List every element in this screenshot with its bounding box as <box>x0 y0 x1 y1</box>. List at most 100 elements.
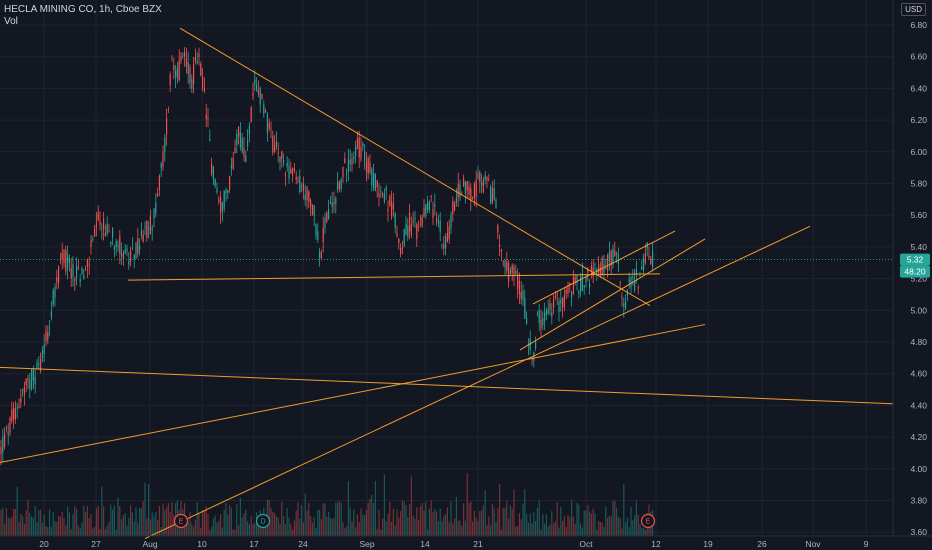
trendline[interactable] <box>532 230 676 305</box>
volume-indicator-label[interactable]: Vol <box>4 16 18 27</box>
volume-bar <box>5 508 7 536</box>
candle-body <box>137 238 139 254</box>
candle-body <box>79 279 81 282</box>
candle-body <box>486 176 488 181</box>
candles <box>0 47 654 466</box>
candle-body <box>292 167 294 176</box>
price-tick-label: 6.60 <box>910 52 927 62</box>
volume-bar <box>272 511 274 536</box>
volume-bar <box>394 525 396 536</box>
candle-body <box>7 433 9 436</box>
candle-body <box>369 162 371 173</box>
trendline[interactable] <box>144 225 811 539</box>
candle-body <box>333 202 335 204</box>
volume-bar <box>520 519 522 536</box>
candle-body <box>283 160 285 163</box>
trendline[interactable] <box>179 27 599 276</box>
earnings-marker-icon[interactable] <box>640 513 656 529</box>
dividend-marker-icon[interactable] <box>255 513 271 529</box>
volume-bar <box>142 501 144 536</box>
volume-value-tag <box>900 265 930 278</box>
candle-body <box>151 228 153 230</box>
volume-bar <box>70 529 72 536</box>
candle-body <box>349 160 351 164</box>
trendline[interactable] <box>0 366 932 406</box>
chart-legend: HECLA MINING CO, 1h, Cboe BZX Vol <box>4 4 162 28</box>
volume-bar <box>504 508 506 536</box>
trendline[interactable] <box>519 238 706 351</box>
trendline[interactable] <box>127 273 661 281</box>
volume-bar <box>461 525 463 536</box>
candle-body <box>374 174 376 192</box>
volume-bar <box>475 517 477 536</box>
volume-bar <box>310 516 312 536</box>
volume-bar <box>128 517 130 536</box>
volume-bar <box>347 481 349 536</box>
volume-bar <box>374 480 376 536</box>
volume-bar <box>619 518 621 536</box>
candle-body <box>185 58 187 67</box>
volume-bar <box>459 520 461 536</box>
symbol-title[interactable]: HECLA MINING CO, 1h, Cboe BZX <box>4 4 162 15</box>
volume-bar <box>571 500 573 536</box>
candle-body <box>652 250 654 268</box>
volume-bar <box>270 507 272 536</box>
volume-bar <box>457 520 459 536</box>
candle-body <box>191 79 193 89</box>
candle-body <box>275 141 277 147</box>
candle-body <box>351 158 353 165</box>
volume-bar <box>644 529 646 536</box>
volume-bar <box>122 515 124 536</box>
volume-bar <box>601 522 603 536</box>
volume-bar <box>76 508 78 536</box>
candle-body <box>358 137 360 158</box>
candle-body <box>106 223 108 234</box>
earnings-marker-icon[interactable] <box>173 513 189 529</box>
candle-body <box>338 181 340 190</box>
candle-body <box>173 65 175 70</box>
candle-body <box>20 398 22 403</box>
volume-bar <box>592 508 594 536</box>
candle-body <box>398 238 400 243</box>
candle-body <box>122 254 124 259</box>
candle-body <box>571 292 573 298</box>
candle-body <box>248 126 250 135</box>
volume-bar <box>598 521 600 536</box>
volume-bar <box>149 519 151 536</box>
candle-body <box>178 59 180 81</box>
volume-bar <box>544 523 546 536</box>
volume-bar <box>448 522 450 536</box>
candle-body <box>632 277 634 279</box>
candle-body <box>124 249 126 254</box>
volume-bar <box>616 507 618 536</box>
candle-body <box>184 51 186 57</box>
candle-body <box>164 137 166 152</box>
volume-bar <box>493 508 495 536</box>
candle-body <box>466 181 468 191</box>
candle-body <box>565 290 567 294</box>
event-marker-label: E <box>646 519 651 526</box>
candle-body <box>585 276 587 283</box>
volume-bar <box>319 509 321 536</box>
volume-bar <box>225 503 227 536</box>
volume-bar <box>364 515 366 536</box>
trendline[interactable] <box>597 274 651 306</box>
currency-button[interactable]: USD <box>901 3 926 16</box>
candle-body <box>392 203 394 209</box>
candle-body <box>365 161 367 172</box>
candle-body <box>538 310 540 323</box>
candle-body <box>194 57 196 62</box>
trendline[interactable] <box>0 324 706 463</box>
candle-body <box>250 107 252 123</box>
volume-bar <box>524 488 526 536</box>
volume-bar <box>315 527 317 536</box>
trendlines[interactable] <box>0 27 932 539</box>
candle-body <box>56 277 58 282</box>
volume-bar <box>630 507 632 536</box>
volume-bar <box>203 510 205 536</box>
volume-bar <box>565 526 567 536</box>
event-marker-label: E <box>179 519 184 526</box>
volume-bar <box>450 501 452 536</box>
